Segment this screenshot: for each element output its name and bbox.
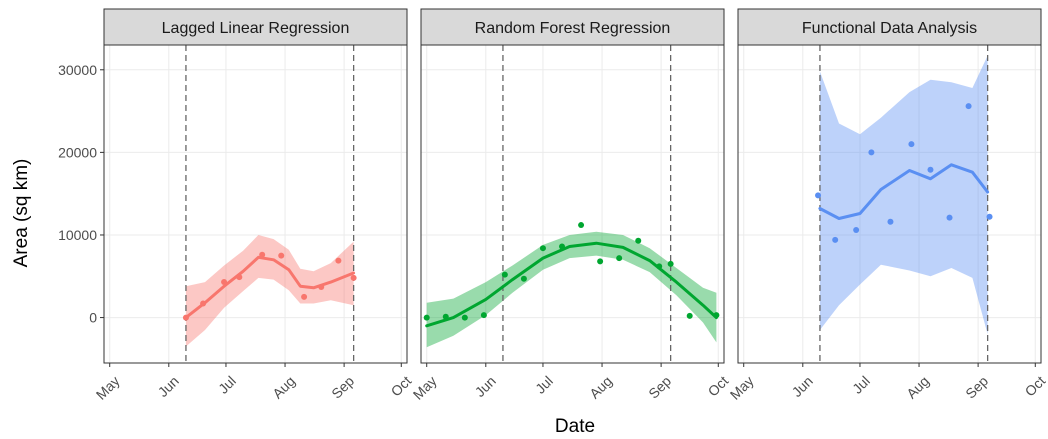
x-tick-label: Oct xyxy=(705,373,732,400)
y-axis-title: Area (sq km) xyxy=(11,159,32,268)
x-tick-label: Sep xyxy=(962,373,991,402)
panel-background xyxy=(104,45,407,363)
x-tick-label: May xyxy=(727,373,757,403)
data-point xyxy=(946,214,953,221)
data-point xyxy=(200,300,207,307)
data-point xyxy=(616,255,623,262)
data-point xyxy=(908,141,915,148)
data-point xyxy=(815,192,822,199)
panel-2: Random Forest Regression May Jun Jul Aug Sep O… xyxy=(410,8,732,403)
y-tick-label: 10000 xyxy=(58,227,97,243)
confidence-band xyxy=(185,235,354,347)
panels-layer: Lagged Linear Regression May Jun Jul Aug Sep O… xyxy=(93,8,1048,403)
y-tick-label: 0 xyxy=(89,310,97,326)
data-point xyxy=(442,313,449,320)
data-point xyxy=(635,237,642,244)
y-tick-label: 30000 xyxy=(58,62,97,78)
data-point xyxy=(559,243,566,250)
x-tick-label: Jun xyxy=(155,373,182,400)
data-point xyxy=(853,227,860,234)
x-tick-label: Jul xyxy=(532,373,556,397)
x-tick-label: May xyxy=(410,373,440,403)
data-point xyxy=(597,258,604,265)
x-axis-title: Date xyxy=(555,416,595,437)
data-point xyxy=(221,279,228,286)
data-point xyxy=(868,149,875,156)
data-point xyxy=(318,284,325,291)
data-point xyxy=(461,314,468,321)
data-point xyxy=(539,245,546,252)
x-tick-label: Sep xyxy=(328,373,357,402)
data-point xyxy=(335,257,342,264)
x-tick-label: Aug xyxy=(586,373,615,402)
x-tick-label: Oct xyxy=(1022,373,1048,400)
confidence-band xyxy=(819,55,988,335)
x-tick-label: Jun xyxy=(472,373,499,400)
facet-title: Functional Data Analysis xyxy=(802,20,977,37)
data-point xyxy=(927,166,934,173)
x-tick-label: Sep xyxy=(645,373,674,402)
data-point xyxy=(182,314,189,321)
data-point xyxy=(656,263,663,270)
data-point xyxy=(686,312,693,319)
facet-strip xyxy=(103,8,408,46)
panel-3: Functional Data Analysis May Jun Jul Aug Sep O… xyxy=(727,8,1048,403)
confidence-band xyxy=(426,231,717,348)
facet-strip xyxy=(420,8,725,46)
fit-line xyxy=(425,241,718,328)
data-point xyxy=(667,260,674,267)
panel-1: Lagged Linear Regression May Jun Jul Aug Sep O… xyxy=(93,8,415,403)
facet-title: Lagged Linear Regression xyxy=(162,20,350,37)
data-point xyxy=(713,312,720,319)
x-tick-label: Aug xyxy=(269,373,298,402)
x-tick-label: Jul xyxy=(215,373,239,397)
data-point xyxy=(423,314,430,321)
facet-strip xyxy=(737,8,1042,46)
data-point xyxy=(887,218,894,225)
data-point xyxy=(236,274,243,281)
data-point xyxy=(965,103,972,110)
data-point xyxy=(520,275,527,282)
data-point xyxy=(350,274,357,281)
data-point xyxy=(832,236,839,243)
x-tick-label: Jul xyxy=(849,373,873,397)
data-point xyxy=(278,252,285,259)
x-tick-label: May xyxy=(93,373,123,403)
facet-title: Random Forest Regression xyxy=(475,20,671,37)
x-tick-label: Oct xyxy=(388,373,415,400)
panel-background xyxy=(421,45,724,363)
x-tick-label: Aug xyxy=(903,373,932,402)
data-point xyxy=(501,271,508,278)
data-point xyxy=(578,222,585,229)
data-point xyxy=(480,312,487,319)
data-point xyxy=(986,213,993,220)
y-tick-label: 20000 xyxy=(58,144,97,160)
fit-line xyxy=(818,163,990,220)
data-point xyxy=(301,293,308,300)
y-axis: 0 10000 20000 30000 xyxy=(58,62,104,326)
panel-background xyxy=(738,45,1041,363)
x-tick-label: Jun xyxy=(789,373,816,400)
data-point xyxy=(259,251,266,258)
